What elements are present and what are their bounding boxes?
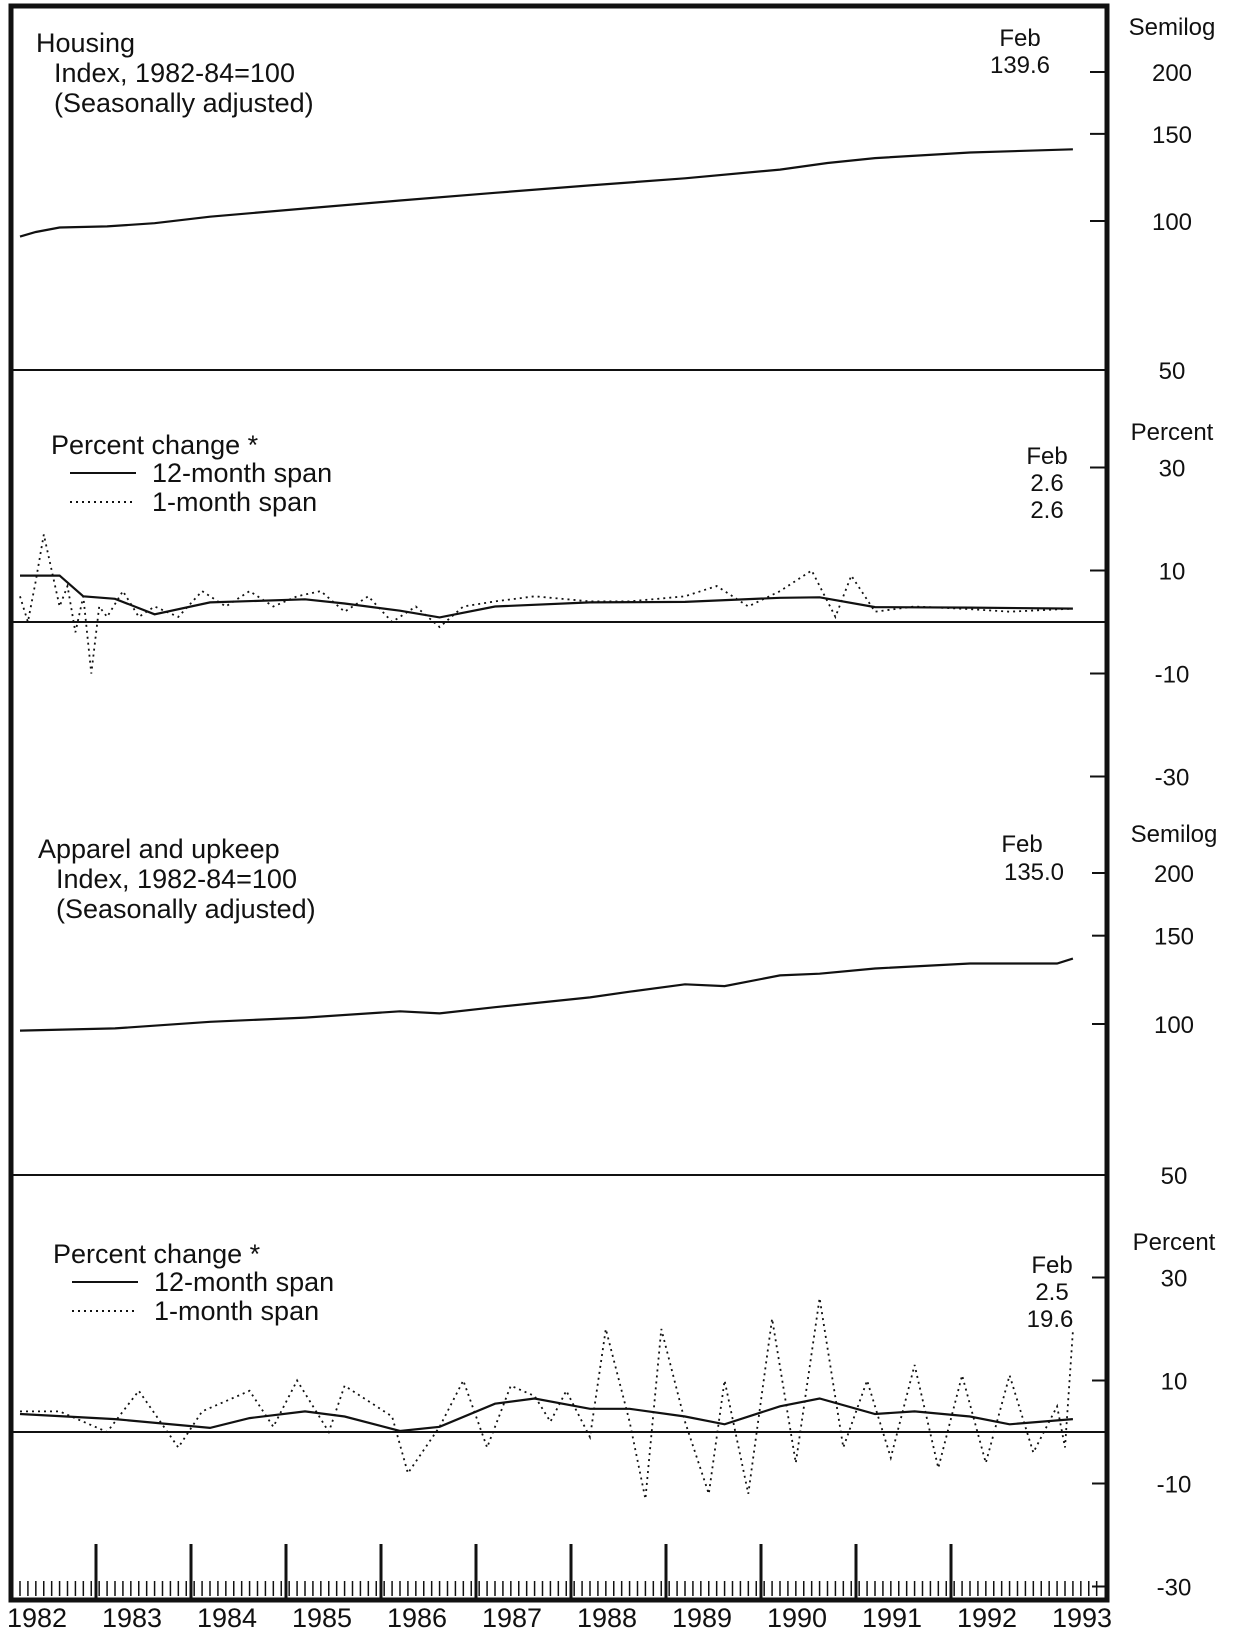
chart-subtitle: (Seasonally adjusted) [54, 88, 314, 118]
x-tick-label: 1986 [387, 1603, 447, 1631]
y-tick-label: 150 [1152, 122, 1192, 149]
y-tick-label: 100 [1152, 209, 1192, 236]
series-line-12-month [20, 574, 1073, 619]
chart-title: Percent change * [53, 1239, 261, 1269]
y-axis: 30 10 -10 -30 [1090, 456, 1189, 792]
legend-label: 12-month span [154, 1267, 334, 1297]
scale-label: Semilog [1129, 14, 1216, 41]
x-tick-label: 1993 [1052, 1603, 1112, 1631]
y-tick-label: 50 [1159, 358, 1186, 385]
latest-value: 19.6 [1027, 1306, 1074, 1333]
chart-title: Percent change * [51, 430, 259, 460]
x-tick-label: 1991 [862, 1603, 922, 1631]
series-group [19, 1297, 1074, 1500]
series-line-index [19, 148, 1073, 238]
x-axis: 1982 1983 1984 1985 1986 1987 1988 1989 1990 1991… [7, 1544, 1112, 1631]
panel-housing-percent-change: Percent change * 12-month span 1-month s… [11, 419, 1214, 792]
panel-housing-index: Housing Index, 1982-84=100 (Seasonally a… [19, 14, 1216, 385]
y-tick-label: 150 [1154, 924, 1194, 951]
chart-title: Apparel and upkeep [38, 834, 280, 864]
y-tick-label: 30 [1159, 456, 1186, 483]
legend-label: 1-month span [154, 1296, 319, 1326]
x-tick-label: 1988 [577, 1603, 637, 1631]
latest-value: 139.6 [990, 52, 1050, 79]
latest-label: Feb [1031, 1252, 1072, 1279]
y-axis: 30 10 -10 -30 [1092, 1266, 1191, 1602]
y-tick-label: -10 [1155, 662, 1190, 689]
latest-value: 2.5 [1035, 1279, 1068, 1306]
series-line-index [19, 957, 1074, 1032]
x-tick-label: 1992 [957, 1603, 1017, 1631]
y-tick-label: -10 [1157, 1472, 1192, 1499]
chart-title: Housing [36, 28, 135, 58]
legend-label: 12-month span [152, 458, 332, 488]
panel-apparel-percent-change: Percent change * 12-month span 1-month s… [11, 1229, 1216, 1602]
y-tick-label: 10 [1161, 1369, 1188, 1396]
x-tick-label: 1985 [292, 1603, 352, 1631]
scale-label: Percent [1133, 1229, 1216, 1256]
y-tick-label: 50 [1161, 1163, 1188, 1190]
latest-value: 2.6 [1030, 470, 1063, 497]
y-tick-label: -30 [1155, 765, 1190, 792]
latest-value: 2.6 [1030, 497, 1063, 524]
x-tick-label: 1983 [102, 1603, 162, 1631]
panel-apparel-index: Apparel and upkeep Index, 1982-84=100 (S… [19, 821, 1218, 1190]
series-group [19, 957, 1074, 1032]
latest-label: Feb [1001, 831, 1042, 858]
series-line-1-month [20, 1297, 1074, 1500]
y-tick-label: -30 [1157, 1575, 1192, 1602]
chart-subtitle: Index, 1982-84=100 [56, 864, 297, 894]
x-tick-label: 1982 [7, 1603, 67, 1631]
legend-label: 1-month span [152, 487, 317, 517]
y-tick-label: 100 [1154, 1012, 1194, 1039]
series-line-12-month [19, 1397, 1073, 1433]
chart-subtitle: (Seasonally adjusted) [56, 894, 316, 924]
latest-value: 135.0 [1004, 859, 1064, 886]
series-group [19, 534, 1073, 674]
series-group [19, 148, 1073, 238]
y-axis: 200 150 100 50 [1092, 861, 1194, 1190]
x-tick-label: 1987 [482, 1603, 542, 1631]
x-tick-label: 1984 [197, 1603, 257, 1631]
y-axis: 200 150 100 50 [1090, 60, 1192, 385]
chart-frame [8, 3, 1110, 1603]
x-tick-label: 1990 [767, 1603, 827, 1631]
x-tick-label: 1989 [672, 1603, 732, 1631]
scale-label: Percent [1131, 419, 1214, 446]
chart-subtitle: Index, 1982-84=100 [54, 58, 295, 88]
scale-label: Semilog [1131, 821, 1218, 848]
latest-label: Feb [1026, 443, 1067, 470]
latest-label: Feb [999, 25, 1040, 52]
y-tick-label: 30 [1161, 1266, 1188, 1293]
y-tick-label: 200 [1152, 60, 1192, 87]
y-tick-label: 200 [1154, 861, 1194, 888]
y-tick-label: 10 [1159, 559, 1186, 586]
series-line-1-month [19, 534, 1073, 674]
